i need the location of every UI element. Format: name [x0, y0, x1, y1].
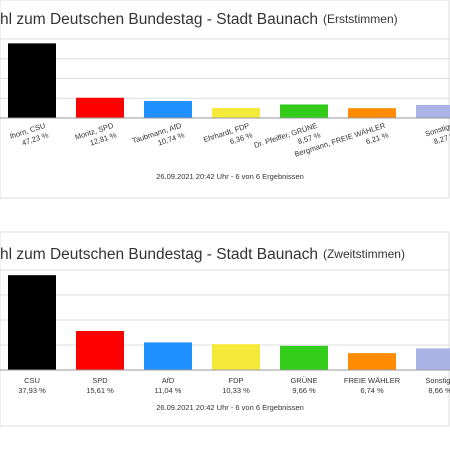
title-text: hl zum Deutschen Bundestag - Stadt Bauna…: [0, 246, 318, 263]
chart-title: hl zum Deutschen Bundestag - Stadt Bauna…: [0, 11, 398, 28]
category-label: FDP: [229, 376, 244, 385]
value-label: 8,66 %: [428, 386, 450, 395]
bar: [280, 104, 328, 118]
bar: [212, 344, 260, 370]
subtitle-text: (Zweitstimmen): [323, 247, 405, 261]
bar: [348, 108, 396, 118]
bar: [8, 275, 56, 370]
chart-title: hl zum Deutschen Bundestag - Stadt Bauna…: [0, 246, 405, 263]
footer: 26.09.2021 20:42 Uhr - 6 von 6 Ergebniss…: [156, 172, 304, 181]
bar: [144, 342, 192, 370]
bar: [280, 345, 328, 370]
subtitle-text: (Erststimmen): [323, 12, 398, 26]
bar: [348, 353, 396, 370]
value-label: 15,61 %: [86, 386, 114, 395]
category-label: CSU: [24, 376, 40, 385]
bar: [76, 97, 124, 118]
category-label: Sonstige: [425, 376, 450, 385]
panel: [0, 0, 450, 199]
value-label: 6,74 %: [360, 386, 384, 395]
value-label: 9,66 %: [292, 386, 316, 395]
bar: [8, 43, 56, 118]
category-label: GRÜNE: [290, 376, 317, 385]
category-label: AfD: [162, 376, 175, 385]
footer: 26.09.2021 20:42 Uhr - 6 von 6 Ergebniss…: [156, 403, 304, 412]
bar: [144, 101, 192, 118]
category-label: SPD: [92, 376, 108, 385]
value-label: 37,93 %: [18, 386, 46, 395]
title-text: hl zum Deutschen Bundestag - Stadt Bauna…: [0, 11, 318, 28]
bar: [76, 330, 124, 370]
bar: [212, 107, 260, 118]
panel: [0, 231, 450, 427]
value-label: 10,33 %: [222, 386, 250, 395]
category-label: FREIE WÄHLER: [344, 376, 401, 385]
value-label: 11,04 %: [155, 386, 182, 395]
bar: [416, 104, 450, 118]
bar: [416, 348, 450, 370]
